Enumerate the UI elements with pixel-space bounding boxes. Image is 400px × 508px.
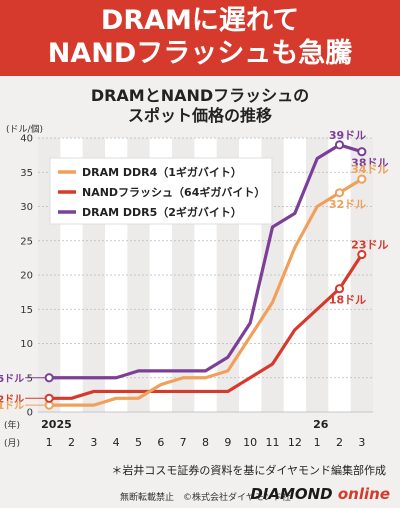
legend-label: DRAM DDR5（2ギガバイト）	[82, 205, 242, 219]
annotation-label: 38ドル	[351, 157, 388, 170]
series-line	[49, 253, 364, 400]
copyright-notice: 無断転載禁止 ©株式会社ダイヤモンド社	[120, 493, 291, 503]
y-tick-label: 5	[27, 373, 33, 384]
annotation-label: 1ドル	[0, 400, 24, 412]
x-tick-label: 3	[90, 436, 97, 449]
y-tick-label: 30	[20, 202, 33, 213]
annotation-label: 2ドル	[0, 393, 24, 405]
x-tick-label: 12	[288, 436, 302, 449]
header-banner: DRAMに遅れて NANDフラッシュも急騰	[0, 0, 400, 76]
x-tick-label: 11	[266, 436, 280, 449]
y-axis-label: (ドル/個)	[6, 123, 43, 135]
x-year-label: 2025	[41, 418, 72, 431]
y-tick-label: 35	[20, 168, 33, 179]
x-year-prefix: (年)	[4, 419, 20, 431]
x-tick-label: 1	[46, 436, 53, 449]
annotation-label: 23ドル	[351, 238, 388, 251]
x-tick-label: 7	[180, 436, 187, 449]
legend-label: NANDフラッシュ（64ギガバイト）	[82, 185, 265, 199]
source-note: ＊岩井コスモ証券の資料を基にダイヤモンド編集部作成	[111, 464, 386, 477]
series-line	[49, 143, 363, 380]
x-tick-label: 6	[157, 436, 164, 449]
data-point-marker	[357, 147, 367, 157]
legend-label: DRAM DDR4（1ギガバイト）	[82, 165, 242, 179]
headline-line-1: DRAMに遅れて	[100, 5, 300, 36]
annotation-label: 32ドル	[329, 198, 366, 211]
x-year-label: 26	[313, 418, 329, 431]
x-tick-label: 5	[135, 436, 142, 449]
brand-main: DIAMOND	[250, 485, 333, 503]
x-tick-label: 9	[224, 436, 231, 449]
legend-box	[49, 157, 273, 225]
y-tick-label: 25	[20, 236, 33, 247]
y-tick-label: 15	[20, 305, 33, 316]
x-tick-label: 8	[202, 436, 209, 449]
annotation-label: 39ドル	[329, 129, 366, 142]
x-tick-label: 2	[68, 436, 75, 449]
y-tick-label: 40	[20, 134, 33, 145]
x-tick-label: 10	[243, 436, 257, 449]
brand-sub: online	[337, 485, 390, 503]
data-point-marker	[334, 140, 345, 150]
y-tick-label: 10	[20, 339, 33, 350]
brand-logo: DIAMOND online	[250, 485, 390, 503]
y-tick-label: 0	[27, 408, 33, 419]
y-tick-label: 20	[20, 271, 33, 282]
annotation-label: 5ドル	[0, 373, 24, 385]
headline-line-2: NANDフラッシュも急騰	[47, 38, 353, 69]
x-month-prefix: (月)	[4, 438, 20, 449]
annotation-label: 18ドル	[329, 294, 366, 307]
x-tick-label: 1	[314, 436, 321, 449]
data-point-marker	[357, 174, 367, 184]
series-line	[49, 177, 363, 407]
x-tick-label: 3	[358, 436, 365, 449]
data-point-marker	[334, 188, 345, 198]
x-tick-label: 2	[336, 436, 343, 449]
data-point-marker	[44, 393, 54, 403]
data-point-marker	[334, 284, 345, 294]
x-tick-label: 4	[113, 436, 120, 449]
data-point-marker	[357, 249, 367, 260]
chart-subtitle: スポット価格の推移	[127, 106, 272, 125]
chart-title: DRAMとNANDフラッシュの	[90, 86, 310, 105]
data-point-marker	[44, 373, 54, 383]
annotation-label: 34ドル	[351, 163, 388, 176]
